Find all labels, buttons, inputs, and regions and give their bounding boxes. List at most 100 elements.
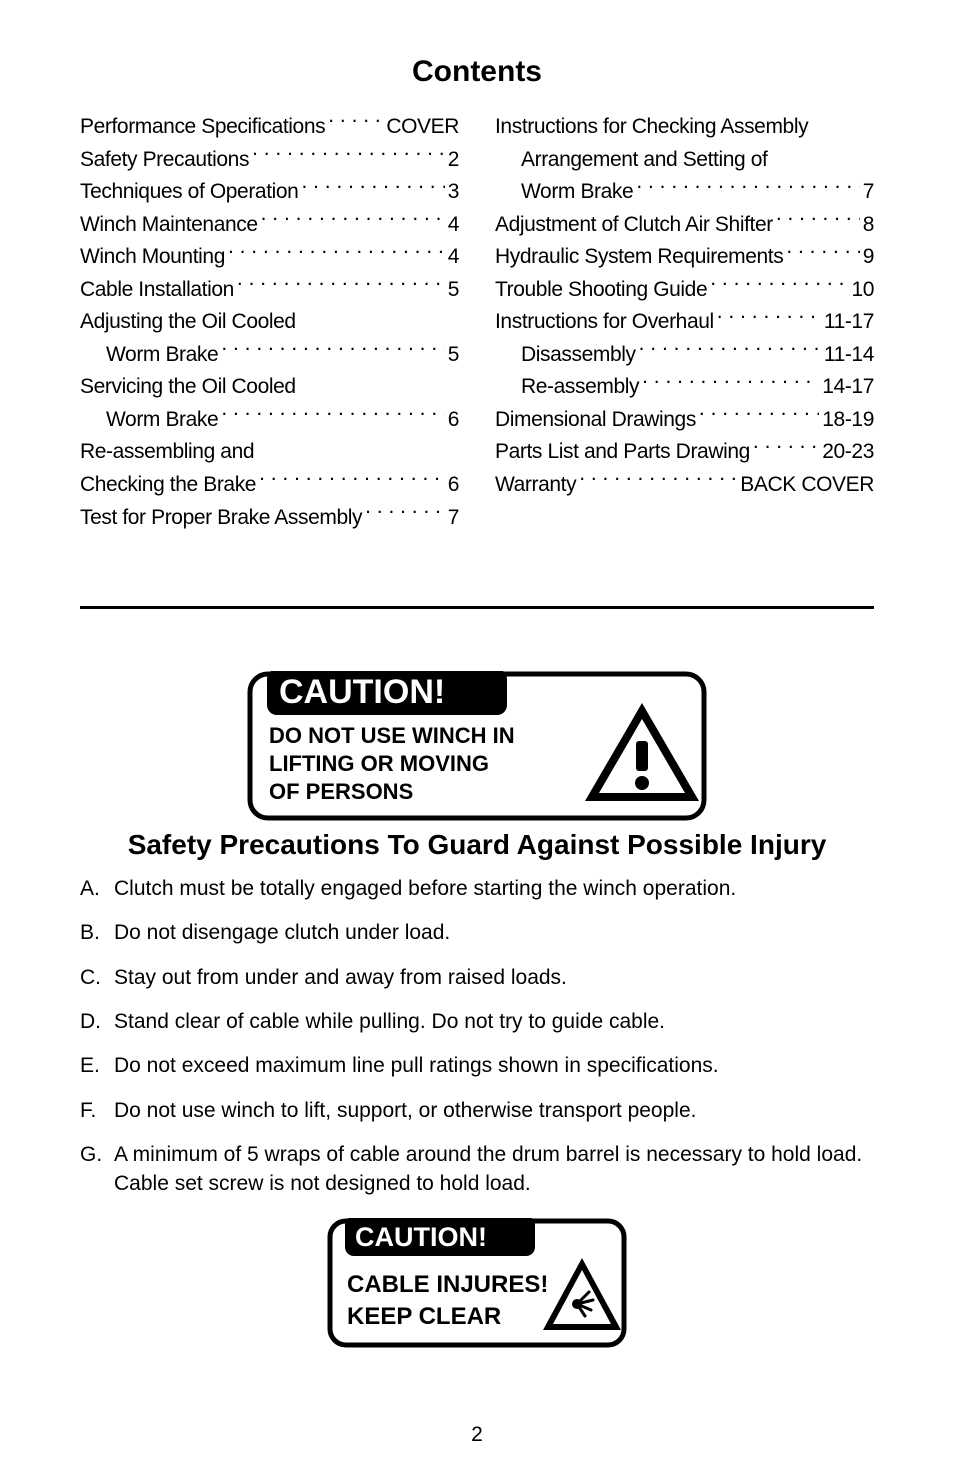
- toc-entry: Arrangement and Setting of: [495, 144, 874, 177]
- toc-label: Trouble Shooting Guide: [495, 274, 707, 307]
- toc-leader-dots: [221, 405, 444, 426]
- toc-label: Hydraulic System Requirements: [495, 241, 783, 274]
- table-of-contents: Performance SpecificationsCOVERSafety Pr…: [80, 111, 874, 534]
- caution-sign-icon: CAUTION! DO NOT USE WINCH IN LIFTING OR …: [247, 671, 707, 821]
- toc-entry: Re-assembling and: [80, 436, 459, 469]
- toc-page: 11-14: [824, 339, 874, 372]
- precaution-letter: E.: [80, 1052, 114, 1080]
- toc-page: 4: [448, 241, 459, 274]
- precaution-text: Clutch must be totally engaged before st…: [114, 875, 874, 903]
- precaution-text: Do not exceed maximum line pull ratings …: [114, 1052, 874, 1080]
- toc-entry: Worm Brake5: [80, 339, 459, 372]
- page-number: 2: [0, 1423, 954, 1447]
- toc-label: Warranty: [495, 469, 576, 502]
- toc-leader-dots: [328, 112, 383, 133]
- toc-page: 4: [448, 209, 459, 242]
- precaution-text: Do not disengage clutch under load.: [114, 919, 874, 947]
- toc-page: 7: [448, 502, 459, 535]
- precaution-letter: G.: [80, 1141, 114, 1198]
- toc-leader-dots: [642, 372, 819, 393]
- caution-line2: LIFTING OR MOVING: [269, 751, 489, 776]
- toc-entry: Cable Installation 5: [80, 274, 459, 307]
- toc-page: 6: [448, 469, 459, 502]
- toc-entry: Servicing the Oil Cooled: [80, 371, 459, 404]
- toc-page: 8: [863, 209, 874, 242]
- toc-page: COVER: [386, 111, 459, 144]
- toc-label: Dimensional Drawings: [495, 404, 696, 437]
- toc-label: Safety Precautions: [80, 144, 249, 177]
- toc-entry: Instructions for Checking Assembly: [495, 111, 874, 144]
- toc-label: Adjustment of Clutch Air Shifter: [495, 209, 773, 242]
- contents-title: Contents: [80, 55, 874, 89]
- precaution-letter: F.: [80, 1097, 114, 1125]
- toc-page: 2: [448, 144, 459, 177]
- toc-label: Servicing the Oil Cooled: [80, 371, 296, 404]
- precaution-item: G.A minimum of 5 wraps of cable around t…: [80, 1141, 874, 1198]
- toc-entry: Adjustment of Clutch Air Shifter 8: [495, 209, 874, 242]
- section-divider: [80, 606, 874, 609]
- toc-label: Worm Brake: [106, 404, 218, 437]
- caution-line1: DO NOT USE WINCH IN: [269, 723, 515, 748]
- toc-left-column: Performance SpecificationsCOVERSafety Pr…: [80, 111, 459, 534]
- precaution-item: D.Stand clear of cable while pulling. Do…: [80, 1008, 874, 1036]
- precaution-letter: A.: [80, 875, 114, 903]
- caution2-line1: CABLE INJURES!: [347, 1271, 548, 1298]
- toc-page: 10: [851, 274, 874, 307]
- toc-entry: Hydraulic System Requirements 9: [495, 241, 874, 274]
- toc-label: Winch Maintenance: [80, 209, 258, 242]
- toc-label: Performance Specifications: [80, 111, 325, 144]
- toc-leader-dots: [717, 307, 821, 328]
- toc-page: 3: [448, 176, 459, 209]
- toc-entry: Winch Mounting4: [80, 241, 459, 274]
- toc-entry: WarrantyBACK COVER: [495, 469, 874, 502]
- toc-leader-dots: [636, 177, 859, 198]
- toc-label: Re-assembly: [521, 371, 639, 404]
- toc-leader-dots: [261, 210, 445, 231]
- toc-leader-dots: [710, 275, 848, 296]
- precaution-item: C.Stay out from under and away from rais…: [80, 964, 874, 992]
- toc-leader-dots: [259, 470, 445, 491]
- toc-label: Worm Brake: [106, 339, 218, 372]
- toc-leader-dots: [776, 210, 860, 231]
- toc-page: 11-17: [824, 306, 874, 339]
- toc-label: Arrangement and Setting of: [521, 144, 767, 177]
- precaution-letter: B.: [80, 919, 114, 947]
- toc-entry: Checking the Brake 6: [80, 469, 459, 502]
- toc-entry: Trouble Shooting Guide 10: [495, 274, 874, 307]
- toc-leader-dots: [228, 242, 445, 263]
- caution-header: CAUTION!: [279, 673, 445, 711]
- toc-leader-dots: [252, 145, 445, 166]
- toc-entry: Adjusting the Oil Cooled: [80, 306, 459, 339]
- toc-entry: Winch Maintenance 4: [80, 209, 459, 242]
- precaution-item: A.Clutch must be totally engaged before …: [80, 875, 874, 903]
- precaution-item: B.Do not disengage clutch under load.: [80, 919, 874, 947]
- toc-label: Disassembly: [521, 339, 636, 372]
- toc-leader-dots: [786, 242, 859, 263]
- toc-entry: Safety Precautions 2: [80, 144, 459, 177]
- toc-label: Parts List and Parts Drawing: [495, 436, 750, 469]
- toc-page: 14-17: [822, 371, 874, 404]
- toc-label: Instructions for Checking Assembly: [495, 111, 808, 144]
- toc-leader-dots: [699, 405, 819, 426]
- caution-winch-lifting: CAUTION! DO NOT USE WINCH IN LIFTING OR …: [247, 671, 707, 821]
- toc-entry: Dimensional Drawings 18-19: [495, 404, 874, 437]
- toc-entry: Performance Specifications COVER: [80, 111, 459, 144]
- precaution-text: Stay out from under and away from raised…: [114, 964, 874, 992]
- toc-label: Checking the Brake: [80, 469, 256, 502]
- toc-label: Instructions for Overhaul: [495, 306, 714, 339]
- toc-page: 20-23: [822, 436, 874, 469]
- toc-page: 18-19: [822, 404, 874, 437]
- toc-page: 7: [863, 176, 874, 209]
- toc-label: Adjusting the Oil Cooled: [80, 306, 296, 339]
- precautions-list: A.Clutch must be totally engaged before …: [80, 875, 874, 1198]
- toc-label: Worm Brake: [521, 176, 633, 209]
- precaution-item: E.Do not exceed maximum line pull rating…: [80, 1052, 874, 1080]
- toc-entry: Disassembly 11-14: [495, 339, 874, 372]
- toc-leader-dots: [639, 340, 821, 361]
- toc-page: 5: [448, 274, 459, 307]
- toc-page: 9: [863, 241, 874, 274]
- precaution-letter: D.: [80, 1008, 114, 1036]
- precaution-item: F.Do not use winch to lift, support, or …: [80, 1097, 874, 1125]
- toc-label: Cable Installation: [80, 274, 234, 307]
- toc-label: Techniques of Operation: [80, 176, 298, 209]
